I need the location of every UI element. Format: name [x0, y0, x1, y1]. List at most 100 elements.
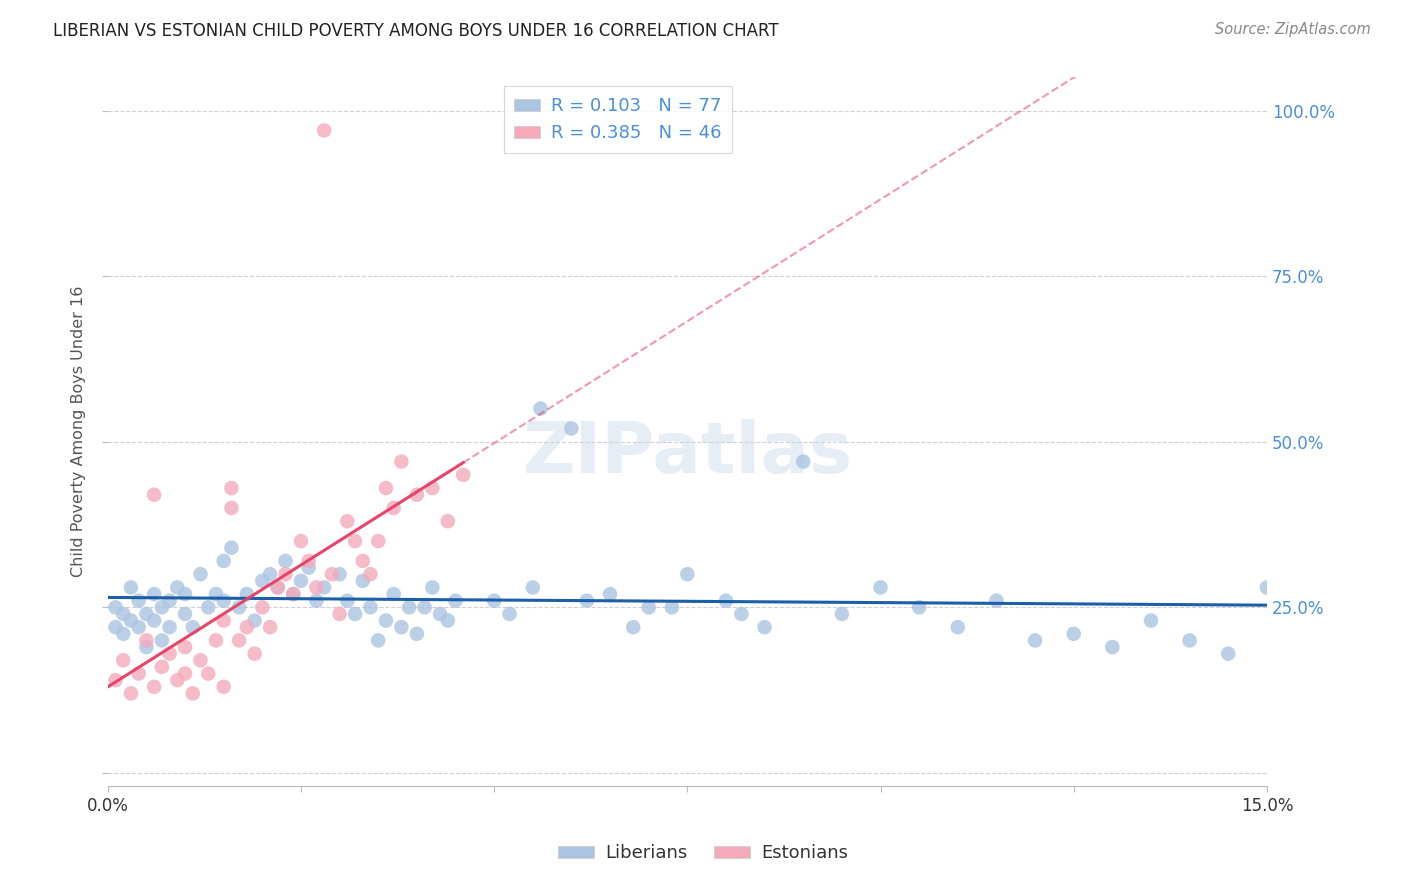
Point — [444, 593, 467, 607]
Point — [436, 514, 458, 528]
Point — [112, 627, 135, 641]
Point — [267, 581, 290, 595]
Point — [166, 673, 188, 688]
Point — [274, 567, 297, 582]
Point — [529, 401, 551, 416]
Point — [1101, 640, 1123, 654]
Point — [143, 587, 166, 601]
Point — [112, 653, 135, 667]
Point — [221, 541, 243, 555]
Point — [352, 574, 374, 588]
Point — [197, 666, 219, 681]
Point — [661, 600, 683, 615]
Point — [120, 614, 142, 628]
Point — [436, 614, 458, 628]
Point — [274, 554, 297, 568]
Point — [329, 607, 352, 621]
Point — [298, 554, 321, 568]
Legend: R = 0.103   N = 77, R = 0.385   N = 46: R = 0.103 N = 77, R = 0.385 N = 46 — [503, 87, 733, 153]
Point — [190, 653, 212, 667]
Point — [336, 593, 359, 607]
Point — [360, 567, 382, 582]
Point — [104, 620, 127, 634]
Point — [135, 640, 157, 654]
Point — [714, 593, 737, 607]
Point — [946, 620, 969, 634]
Point — [143, 680, 166, 694]
Point — [522, 581, 544, 595]
Point — [221, 500, 243, 515]
Text: Source: ZipAtlas.com: Source: ZipAtlas.com — [1215, 22, 1371, 37]
Point — [599, 587, 621, 601]
Point — [908, 600, 931, 615]
Point — [420, 581, 443, 595]
Point — [236, 587, 259, 601]
Point — [159, 593, 181, 607]
Point — [135, 607, 157, 621]
Point — [1218, 647, 1240, 661]
Point — [352, 554, 374, 568]
Point — [212, 680, 235, 694]
Point — [104, 673, 127, 688]
Text: LIBERIAN VS ESTONIAN CHILD POVERTY AMONG BOYS UNDER 16 CORRELATION CHART: LIBERIAN VS ESTONIAN CHILD POVERTY AMONG… — [53, 22, 779, 40]
Point — [420, 481, 443, 495]
Point — [831, 607, 853, 621]
Point — [290, 534, 312, 549]
Point — [367, 534, 389, 549]
Point — [1063, 627, 1085, 641]
Point — [120, 581, 142, 595]
Y-axis label: Child Poverty Among Boys Under 16: Child Poverty Among Boys Under 16 — [72, 286, 86, 577]
Point — [298, 560, 321, 574]
Point — [150, 600, 173, 615]
Legend: Liberians, Estonians: Liberians, Estonians — [551, 838, 855, 870]
Point — [174, 607, 197, 621]
Point — [212, 593, 235, 607]
Point — [391, 620, 413, 634]
Point — [314, 581, 336, 595]
Point — [181, 686, 204, 700]
Point — [344, 607, 367, 621]
Point — [236, 620, 259, 634]
Point — [792, 454, 814, 468]
Point — [754, 620, 776, 634]
Point — [135, 633, 157, 648]
Point — [212, 614, 235, 628]
Point — [730, 607, 752, 621]
Point — [159, 647, 181, 661]
Point — [344, 534, 367, 549]
Point — [181, 620, 204, 634]
Point — [429, 607, 451, 621]
Point — [637, 600, 659, 615]
Point — [314, 123, 336, 137]
Point — [1178, 633, 1201, 648]
Point — [243, 614, 266, 628]
Point — [190, 567, 212, 582]
Point — [382, 587, 405, 601]
Point — [575, 593, 598, 607]
Point — [986, 593, 1008, 607]
Point — [1140, 614, 1163, 628]
Point — [143, 614, 166, 628]
Point — [259, 567, 281, 582]
Point — [560, 421, 582, 435]
Point — [112, 607, 135, 621]
Point — [243, 647, 266, 661]
Point — [398, 600, 420, 615]
Point — [143, 488, 166, 502]
Point — [482, 593, 505, 607]
Point — [283, 587, 305, 601]
Point — [212, 554, 235, 568]
Point — [259, 620, 281, 634]
Point — [128, 666, 150, 681]
Point — [128, 620, 150, 634]
Point — [405, 627, 427, 641]
Point — [120, 686, 142, 700]
Point — [375, 481, 398, 495]
Point — [367, 633, 389, 648]
Point — [252, 574, 274, 588]
Point — [252, 600, 274, 615]
Point — [869, 581, 891, 595]
Point — [405, 488, 427, 502]
Point — [104, 600, 127, 615]
Point — [676, 567, 699, 582]
